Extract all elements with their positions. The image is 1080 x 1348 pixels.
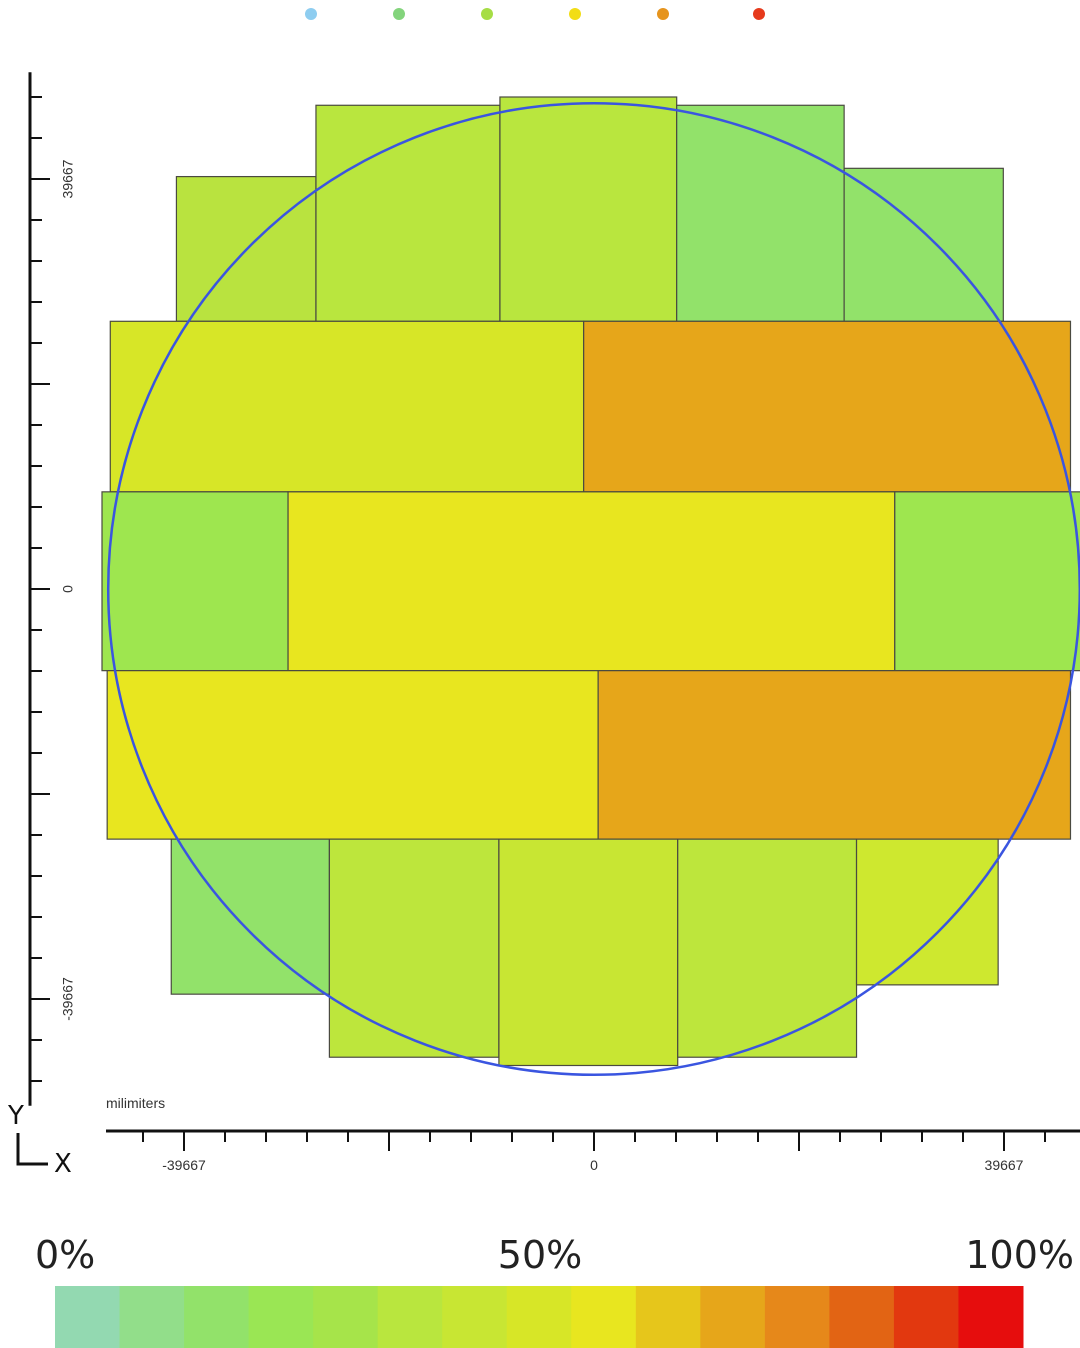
- color-scale-swatch: [119, 1286, 185, 1348]
- x-axis-tick-label: 0: [590, 1157, 598, 1173]
- legend-dot: [569, 8, 581, 20]
- legend-dot: [393, 8, 405, 20]
- color-scale-swatch: [184, 1286, 250, 1348]
- axis-indicator-corner: [16, 1133, 48, 1166]
- color-scale-swatch: [248, 1286, 314, 1348]
- color-scale-swatch: [313, 1286, 379, 1348]
- y-axis-letter: Y: [7, 1101, 24, 1131]
- die-cell: [287, 491, 896, 672]
- x-axis-tick-label: 39667: [985, 1157, 1024, 1173]
- x-axis-letter: X: [54, 1149, 72, 1179]
- die-cell: [101, 491, 289, 672]
- die-cell: [328, 838, 500, 1058]
- y-axis-tick-label: 39667: [60, 159, 76, 198]
- color-scale-bar: [55, 1286, 1024, 1348]
- y-axis-tick-label: 0: [60, 585, 76, 593]
- color-scale-swatch: [829, 1286, 895, 1348]
- die-cell: [109, 320, 585, 493]
- x-axis-tick-label: -39667: [162, 1157, 206, 1173]
- legend-dot: [753, 8, 765, 20]
- color-scale-swatch: [635, 1286, 701, 1348]
- die-cell: [170, 838, 330, 995]
- die-cell: [597, 670, 1072, 840]
- color-scale-swatch: [571, 1286, 637, 1348]
- die-cell: [583, 320, 1072, 493]
- legend-dots: [305, 8, 765, 20]
- die-cell: [894, 491, 1080, 672]
- legend-dot: [305, 8, 317, 20]
- color-scale-swatch: [893, 1286, 959, 1348]
- color-scale-label-mid: 50%: [498, 1233, 582, 1277]
- color-scale-swatch: [764, 1286, 830, 1348]
- die-cell: [498, 838, 679, 1067]
- xy-axis-indicator: Y X: [7, 1101, 72, 1179]
- die-cell: [106, 670, 599, 840]
- die-cell: [315, 104, 501, 322]
- color-scale-swatch: [377, 1286, 443, 1348]
- die-cell: [499, 96, 678, 322]
- y-axis: 39667 0 -39667: [28, 72, 76, 1106]
- y-axis-tick-label: -39667: [60, 977, 76, 1021]
- color-scale-swatch: [442, 1286, 508, 1348]
- x-axis: -39667 0 39667: [106, 1129, 1080, 1173]
- color-scale-swatch: [958, 1286, 1024, 1348]
- die-cell: [676, 104, 845, 322]
- die-cell: [677, 838, 858, 1058]
- color-scale-legend: 0% 50% 100%: [35, 1233, 1074, 1348]
- die-cells: [101, 96, 1080, 1067]
- x-axis-unit-label: milimiters: [106, 1095, 165, 1111]
- color-scale-swatch: [55, 1286, 121, 1348]
- legend-dot: [481, 8, 493, 20]
- color-scale-label-min: 0%: [35, 1233, 95, 1277]
- color-scale-swatch: [700, 1286, 766, 1348]
- die-cell: [855, 838, 999, 986]
- color-scale-swatch: [506, 1286, 572, 1348]
- die-cell: [843, 167, 1004, 322]
- color-scale-label-max: 100%: [965, 1233, 1074, 1277]
- legend-dot: [657, 8, 669, 20]
